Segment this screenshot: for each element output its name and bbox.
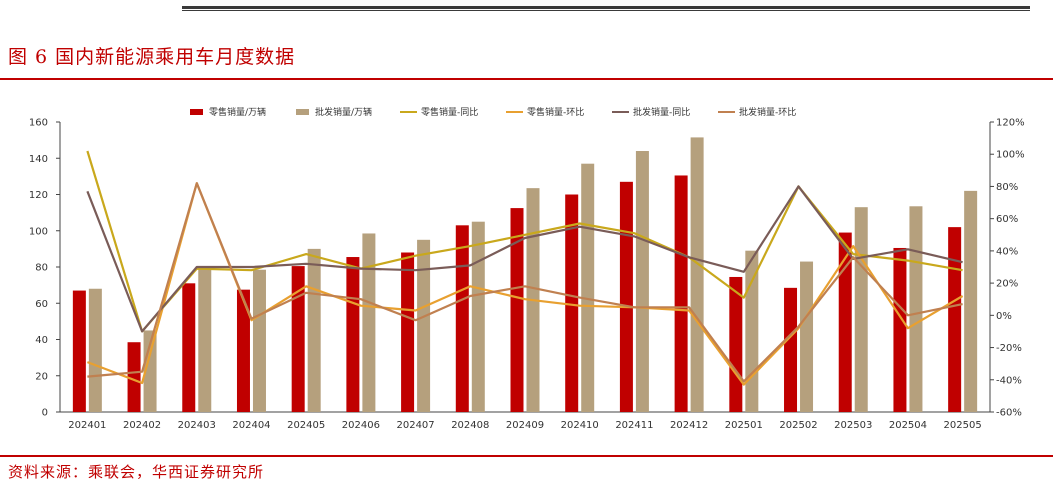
- legend-label: 零售销量-同比: [421, 106, 478, 118]
- x-tick-label: 202501: [725, 420, 763, 431]
- bar-wholesale: [252, 269, 266, 412]
- bar-wholesale: [690, 137, 704, 412]
- bar-wholesale: [745, 250, 759, 412]
- left-y-tick-label: 60: [35, 299, 48, 310]
- retail-yoy-line: [86, 150, 963, 333]
- bar-wholesale: [635, 151, 649, 412]
- bar-wholesale: [581, 163, 595, 412]
- legend-label: 批发销量/万辆: [315, 106, 372, 118]
- bar-retail: [510, 208, 524, 412]
- legend-label: 批发销量-环比: [739, 106, 796, 118]
- bar-wholesale: [854, 207, 868, 412]
- bar-retail: [72, 290, 86, 412]
- figure-title: 图 6 国内新能源乘用车月度数据: [8, 46, 296, 68]
- right-y-tick-label: 20%: [996, 279, 1018, 290]
- x-tick-label: 202503: [834, 420, 872, 431]
- x-tick-label: 202401: [68, 420, 106, 431]
- x-tick-label: 202404: [232, 420, 270, 431]
- x-tick-label: 202411: [615, 420, 653, 431]
- bar-wholesale: [143, 330, 157, 412]
- x-tick-labels: 202401 202402 202403 202404 202405 202406 2024…: [68, 420, 981, 431]
- right-y-tick-label: 100%: [996, 150, 1025, 161]
- left-y-tick-label: 0: [42, 408, 48, 419]
- legend-label: 零售销量-环比: [527, 106, 584, 118]
- bar-wholesale: [800, 261, 814, 412]
- left-y-tick-label: 80: [35, 263, 48, 274]
- bar-wholesale: [909, 206, 923, 412]
- bar-wholesale: [362, 233, 376, 412]
- right-y-tick-label: 60%: [996, 214, 1018, 225]
- x-tick-label: 202405: [287, 420, 325, 431]
- x-tick-label: 202402: [123, 420, 161, 431]
- x-tick-label: 202407: [396, 420, 434, 431]
- bar-wholesale: [88, 288, 102, 412]
- source-divider: [0, 455, 1053, 457]
- bar-retail: [401, 252, 415, 412]
- line-series-group: [86, 150, 964, 386]
- chart-legend: 零售销量/万辆 批发销量/万辆 零售销量-同比 零售销量-环比 批发销量-同比 批发销量-…: [190, 106, 796, 118]
- bar-retail: [127, 342, 141, 412]
- wholesale-mom-line: [87, 182, 963, 383]
- right-y-tick-label: -60%: [996, 408, 1022, 419]
- bar-retail: [893, 247, 907, 412]
- wholesale-yoy-line: [86, 185, 963, 333]
- x-tick-label: 202406: [342, 420, 380, 431]
- bar-retail: [838, 232, 852, 412]
- bar-retail: [455, 225, 469, 412]
- bar-retail: [948, 227, 962, 412]
- right-y-tick-label: -20%: [996, 343, 1022, 354]
- bar-retail: [182, 283, 196, 412]
- bar-retail: [729, 276, 743, 412]
- right-y-tick-label: 120%: [996, 118, 1025, 129]
- bar-wholesale: [471, 221, 485, 412]
- left-y-tick-label: 120: [29, 190, 48, 201]
- bar-retail: [784, 287, 798, 412]
- bar-retail: [674, 175, 688, 412]
- bar-retail: [346, 257, 360, 412]
- right-y-tick-label: 40%: [996, 246, 1018, 257]
- left-y-tick-label: 100: [29, 226, 48, 237]
- title-divider: [0, 78, 1053, 80]
- left-y-tick-label: 140: [29, 154, 48, 165]
- top-decorative-rule: [182, 6, 1030, 9]
- source-note: 资料来源：乘联会，华西证券研究所: [8, 463, 265, 481]
- top-decorative-rule-thin: [182, 10, 1030, 11]
- left-y-tick-label: 40: [35, 335, 48, 346]
- bar-retail: [236, 289, 250, 412]
- combo-chart: 零售销量/万辆 批发销量/万辆 零售销量-同比 零售销量-环比 批发销量-同比 批发销量-…: [29, 106, 1025, 431]
- legend-swatch-bar: [296, 109, 309, 115]
- bar-wholesale: [964, 190, 978, 412]
- x-tick-label: 202409: [506, 420, 544, 431]
- x-tick-label: 202502: [779, 420, 817, 431]
- bar-series-group: [72, 137, 978, 412]
- x-tick-label: 202403: [178, 420, 216, 431]
- bar-wholesale: [307, 248, 321, 412]
- right-y-tick-label: 0%: [996, 311, 1012, 322]
- bar-retail: [565, 194, 579, 412]
- left-y-tick-label: 20: [35, 371, 48, 382]
- bar-retail: [291, 266, 305, 412]
- x-tick-label: 202412: [670, 420, 708, 431]
- legend-label: 零售销量/万辆: [209, 106, 266, 118]
- right-y-tick-label: 80%: [996, 182, 1018, 193]
- x-tick-label: 202408: [451, 420, 489, 431]
- bar-wholesale: [198, 266, 212, 412]
- left-y-tick-label: 160: [29, 118, 48, 129]
- x-tick-label: 202505: [944, 420, 982, 431]
- bar-wholesale: [417, 239, 431, 412]
- chart-axes: 0 20 40 60 80 100 120 140 160 -60% -40% -20% 0% 20% 40…: [29, 118, 1025, 419]
- x-tick-label: 202504: [889, 420, 927, 431]
- legend-label: 批发销量-同比: [633, 106, 690, 118]
- bar-retail: [619, 181, 633, 412]
- x-tick-label: 202410: [561, 420, 599, 431]
- right-y-tick-label: -40%: [996, 375, 1022, 386]
- legend-swatch-bar: [190, 109, 203, 115]
